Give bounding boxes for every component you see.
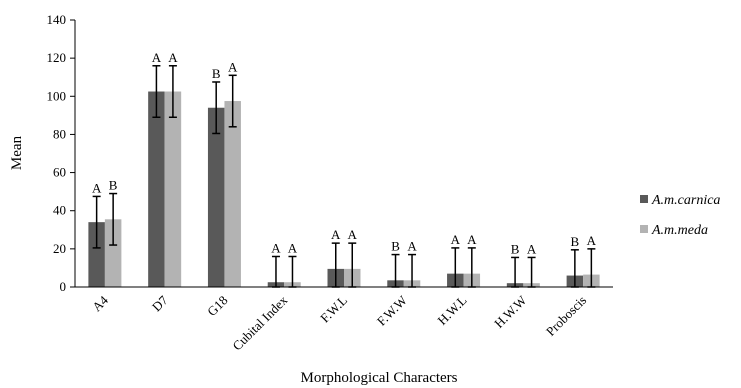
x-tick-label: G18 <box>204 293 230 319</box>
bar-meda <box>104 219 122 287</box>
significance-letter: B <box>391 239 400 254</box>
bar-carnica <box>88 222 105 287</box>
significance-letter: A <box>331 227 341 242</box>
y-tick-label: 0 <box>60 279 67 294</box>
y-tick-label: 60 <box>53 165 66 180</box>
legend-label: A.m.carnica <box>651 193 720 208</box>
error-bar <box>152 65 161 119</box>
significance-letter: A <box>288 240 298 255</box>
error-bar <box>168 65 177 119</box>
y-axis-ticks: 0 20 40 60 80 100 120 140 <box>47 12 75 294</box>
significance-letter: B <box>212 66 221 81</box>
bars-group: A BA AB AA AA AB A A AB AB A <box>88 50 600 288</box>
y-tick-label: 100 <box>47 88 67 103</box>
y-axis-title: Mean <box>9 135 25 170</box>
significance-letter: B <box>571 234 580 249</box>
significance-letter: A <box>152 50 162 65</box>
error-bar <box>527 256 536 288</box>
axes <box>74 20 613 288</box>
significance-letter: B <box>109 178 118 193</box>
x-tick-label: F.W.W <box>374 292 411 329</box>
significance-letter: B <box>511 241 520 256</box>
significance-letter: A <box>587 233 597 248</box>
bar-meda <box>224 101 241 287</box>
significance-letter: A <box>467 232 477 247</box>
x-tick-label: A4 <box>89 292 111 314</box>
error-bar <box>109 192 118 246</box>
error-bar <box>228 74 237 128</box>
y-tick-label: 80 <box>53 126 66 141</box>
significance-letter: A <box>348 227 358 242</box>
legend-swatch <box>640 225 648 233</box>
bar-carnica <box>207 107 225 287</box>
significance-letter: A <box>228 59 238 74</box>
x-tick-label: F.W.L <box>317 292 350 325</box>
x-tick-label: Cubital Index <box>229 292 290 353</box>
x-tick-label: H.W.W <box>491 292 530 331</box>
y-tick-label: 140 <box>47 12 67 27</box>
error-bar <box>511 256 520 288</box>
significance-letter: A <box>451 232 461 247</box>
y-tick-label: 120 <box>47 50 67 65</box>
legend-swatch <box>640 195 648 203</box>
significance-letter: A <box>168 50 178 65</box>
legend: A.m.carnica A.m.meda <box>640 193 720 238</box>
y-tick-label: 20 <box>53 241 66 256</box>
error-bar <box>92 195 101 249</box>
error-bar <box>212 81 221 135</box>
significance-letter: A <box>271 240 281 255</box>
bar-carnica <box>148 91 165 288</box>
significance-letter: A <box>407 239 417 254</box>
significance-letter: A <box>527 241 537 256</box>
bar-meda <box>164 91 182 288</box>
x-tick-label: D7 <box>149 292 171 314</box>
legend-label: A.m.meda <box>651 223 708 238</box>
x-axis-title: Morphological Characters <box>300 370 457 386</box>
x-tick-label: H.W.L <box>434 292 469 327</box>
x-tick-label: Proboscis <box>543 293 589 339</box>
significance-letter: A <box>92 180 102 195</box>
y-tick-label: 40 <box>53 203 66 218</box>
